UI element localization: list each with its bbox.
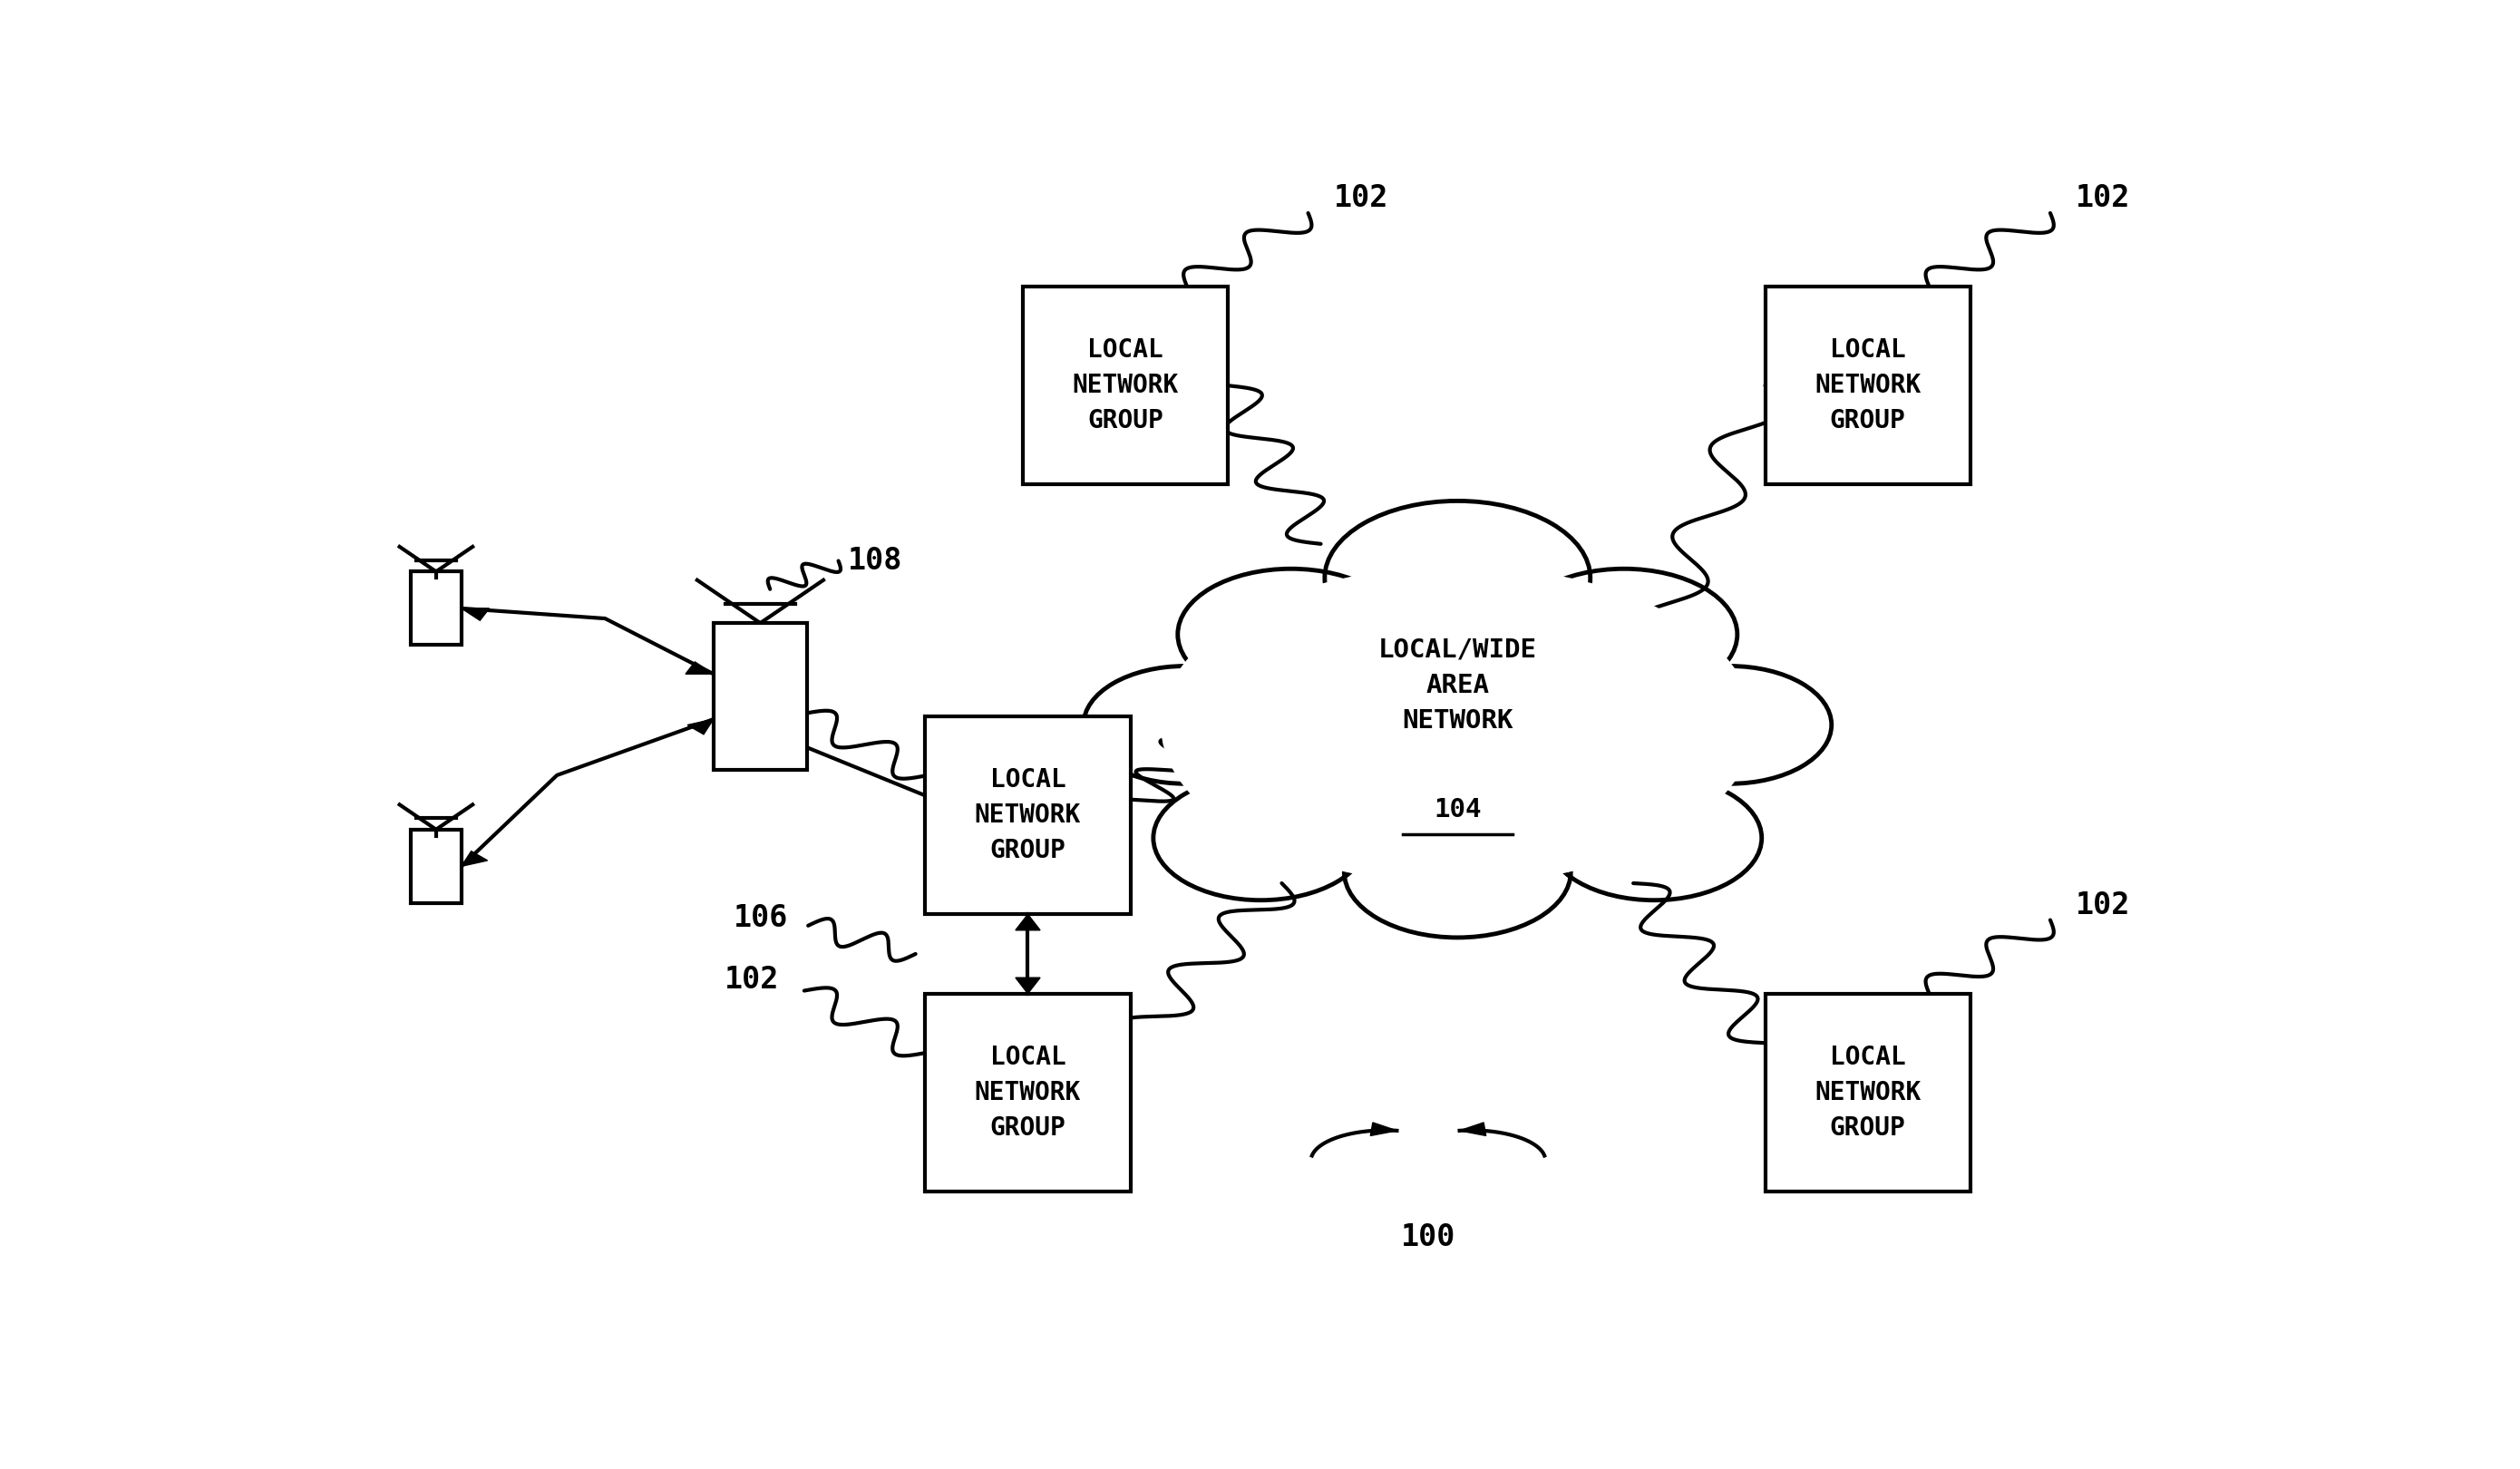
Circle shape: [1343, 806, 1570, 937]
Bar: [1764, 993, 1971, 1191]
Text: LOCAL/WIDE
AREA
NETWORK: LOCAL/WIDE AREA NETWORK: [1378, 638, 1537, 733]
Text: 102: 102: [1333, 184, 1389, 213]
Text: 106: 106: [733, 903, 789, 933]
Ellipse shape: [1139, 538, 1777, 912]
Polygon shape: [688, 720, 713, 734]
Text: LOCAL
NETWORK
GROUP: LOCAL NETWORK GROUP: [975, 767, 1081, 864]
Bar: [713, 623, 806, 770]
Polygon shape: [1016, 914, 1041, 930]
Polygon shape: [461, 608, 489, 620]
Bar: [411, 830, 461, 903]
Bar: [1023, 286, 1227, 485]
Text: LOCAL
NETWORK
GROUP: LOCAL NETWORK GROUP: [1814, 338, 1920, 433]
Text: LOCAL
NETWORK
GROUP: LOCAL NETWORK GROUP: [975, 1044, 1081, 1140]
Circle shape: [1628, 665, 1832, 783]
Text: 102: 102: [2076, 890, 2129, 920]
Text: 108: 108: [849, 546, 902, 576]
Bar: [925, 717, 1131, 914]
Circle shape: [1154, 776, 1368, 900]
Text: 102: 102: [723, 965, 779, 995]
Ellipse shape: [1162, 566, 1754, 884]
Bar: [1764, 286, 1971, 485]
Text: 100: 100: [1401, 1222, 1457, 1253]
Polygon shape: [685, 663, 713, 674]
Bar: [411, 571, 461, 645]
Bar: [925, 993, 1131, 1191]
Text: LOCAL
NETWORK
GROUP: LOCAL NETWORK GROUP: [1814, 1044, 1920, 1140]
Circle shape: [1509, 569, 1736, 701]
Circle shape: [1326, 501, 1590, 655]
Polygon shape: [1371, 1122, 1396, 1136]
Text: LOCAL
NETWORK
GROUP: LOCAL NETWORK GROUP: [1074, 338, 1179, 433]
Circle shape: [1547, 776, 1761, 900]
Text: 104: 104: [1434, 798, 1482, 823]
Circle shape: [1084, 665, 1288, 783]
Circle shape: [1177, 569, 1404, 701]
Polygon shape: [461, 851, 486, 867]
Polygon shape: [1016, 978, 1041, 993]
Text: 102: 102: [723, 687, 779, 717]
Text: 102: 102: [2076, 184, 2129, 213]
Polygon shape: [1459, 1122, 1487, 1136]
